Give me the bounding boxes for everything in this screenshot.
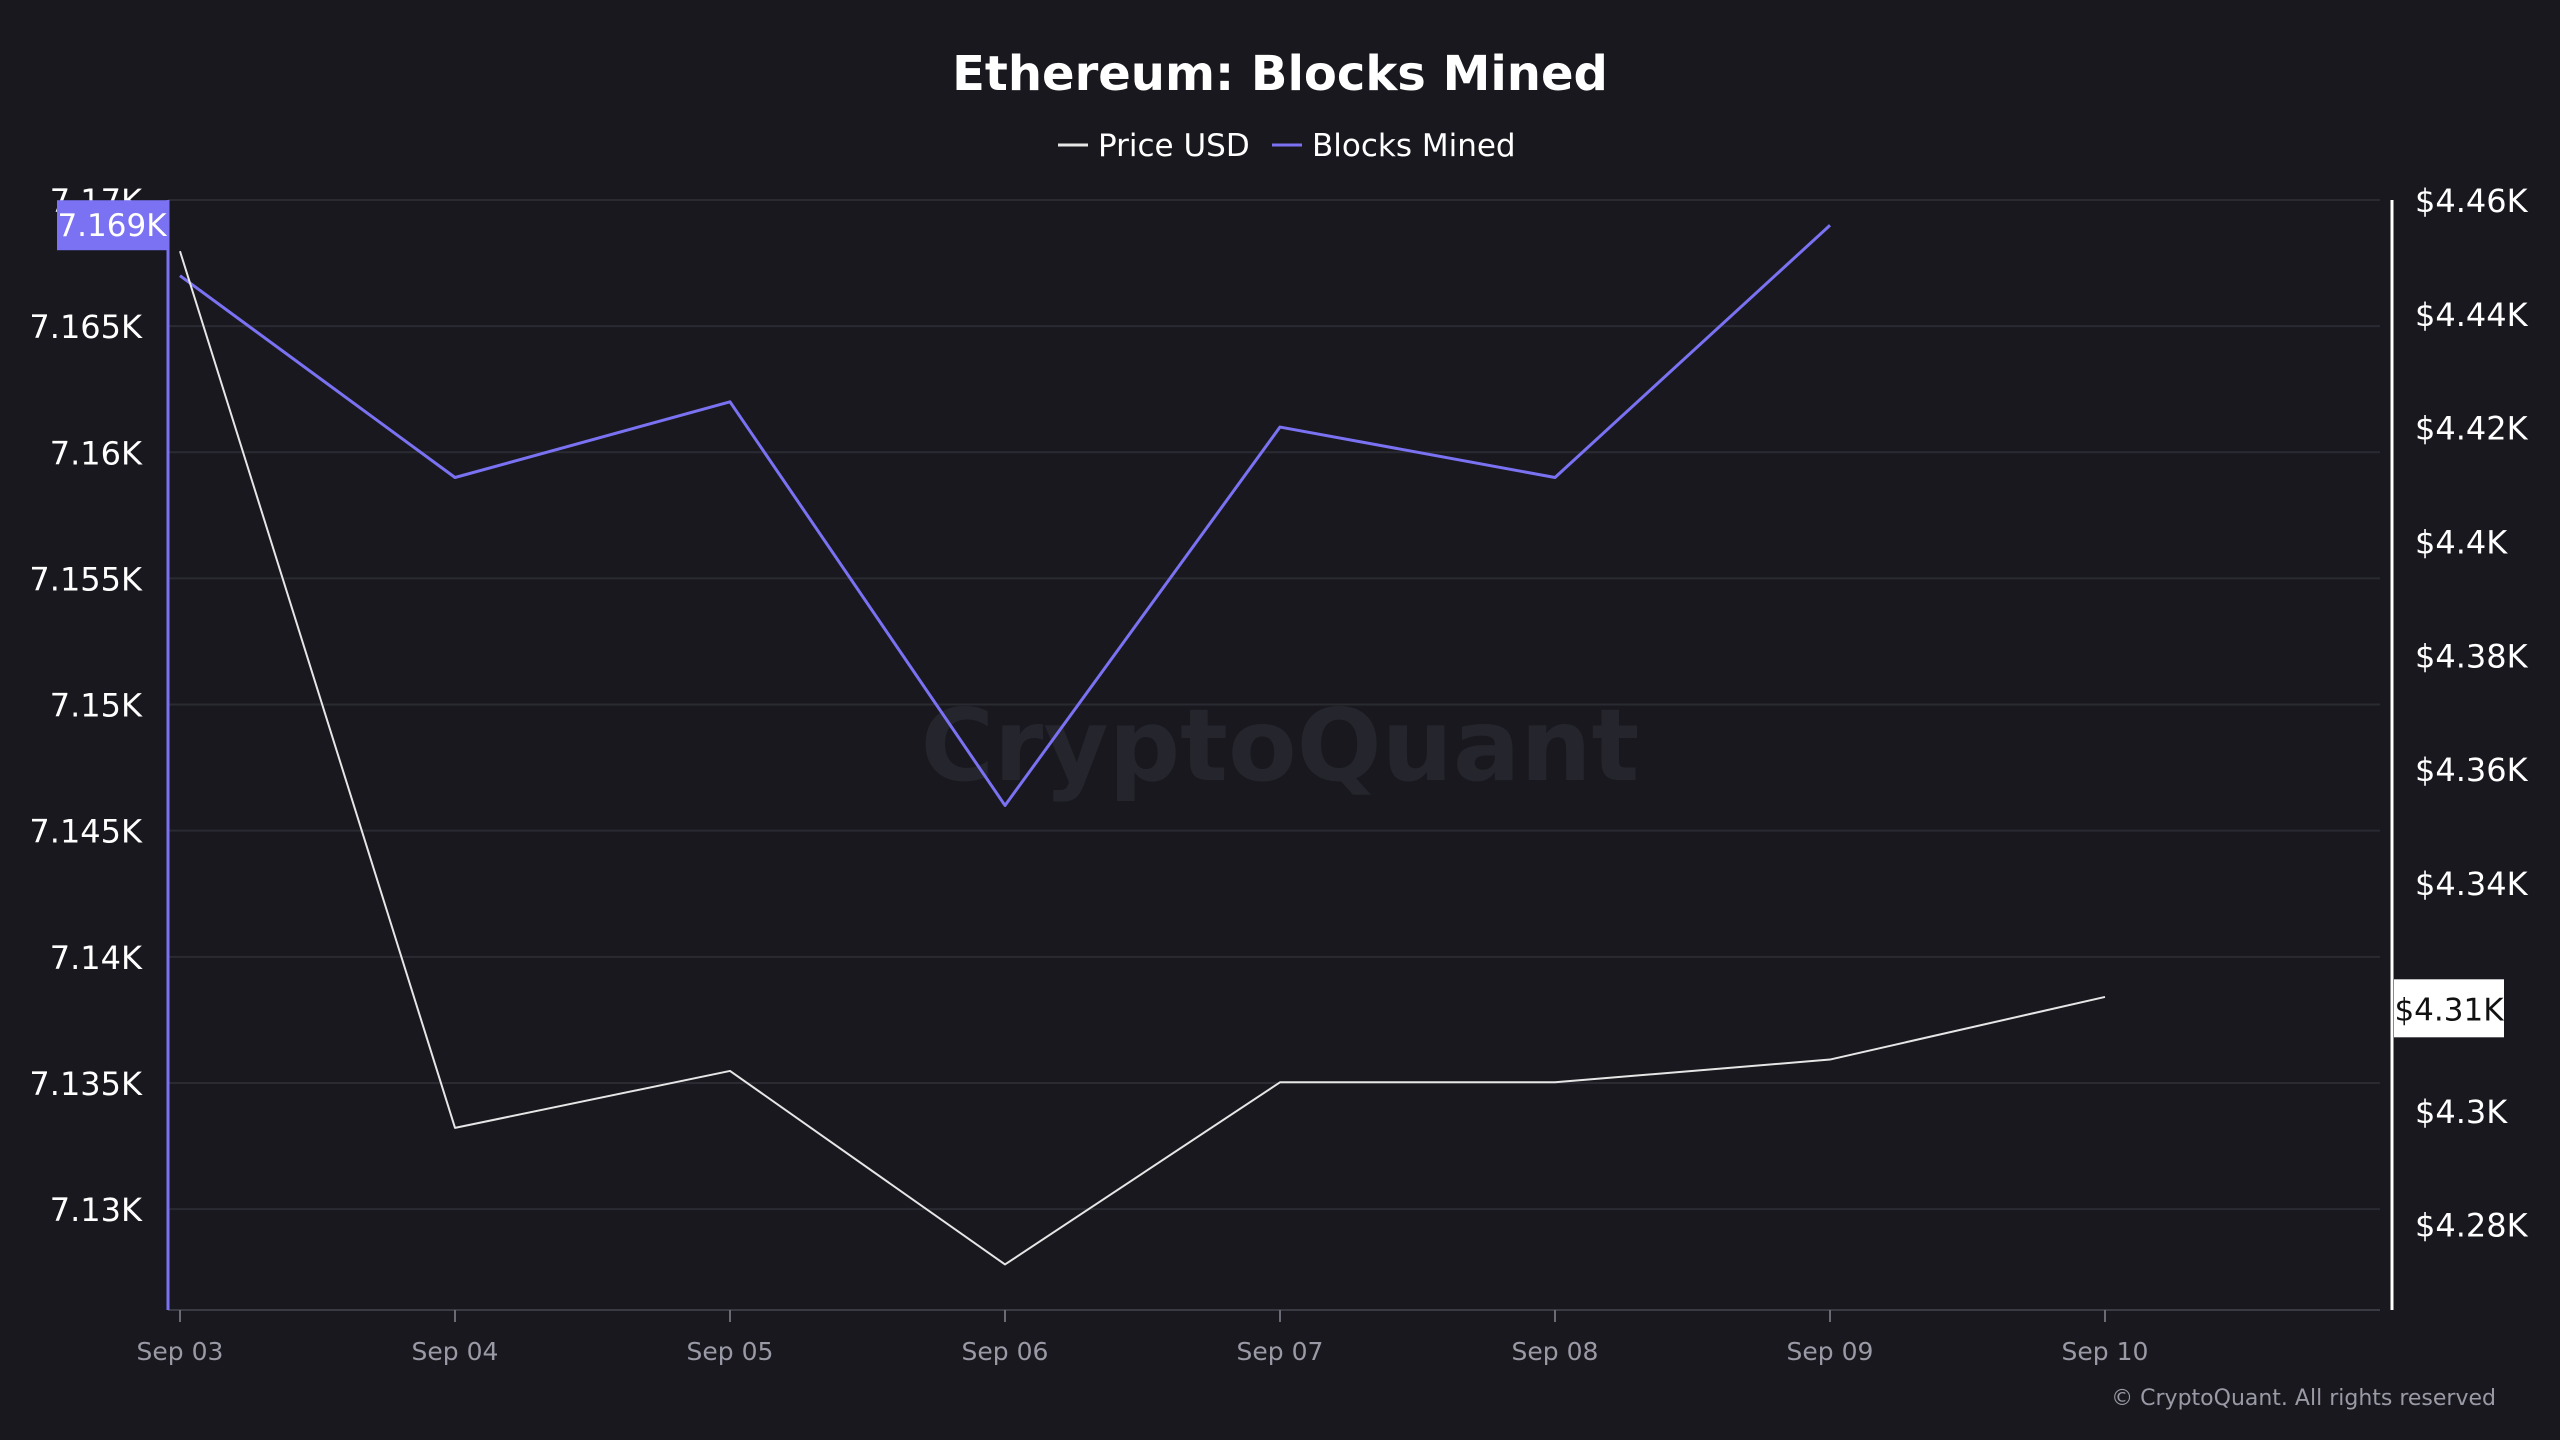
x-tick-label-6: Sep 09 bbox=[1787, 1337, 1874, 1366]
left-tick-label-5: 7.155K bbox=[29, 560, 143, 598]
right-current-value-badge bbox=[2394, 979, 2504, 1038]
left-tick-label-7: 7.165K bbox=[29, 308, 143, 346]
left-tick-label-3: 7.145K bbox=[29, 813, 143, 851]
watermark: CryptoQuant bbox=[921, 687, 1640, 804]
right-current-value-label: $4.31K bbox=[2394, 992, 2504, 1028]
chart-title: Ethereum: Blocks Mined bbox=[952, 46, 1608, 102]
left-current-value-badge bbox=[57, 200, 168, 251]
x-tick-label-2: Sep 05 bbox=[687, 1337, 774, 1366]
series-line-price-usd bbox=[179, 250, 2106, 1266]
x-tick-label-4: Sep 07 bbox=[1237, 1337, 1324, 1366]
right-tick-label-5: $4.38K bbox=[2415, 637, 2529, 675]
legend-label-1: Blocks Mined bbox=[1312, 128, 1516, 164]
right-tick-label-7: $4.42K bbox=[2415, 410, 2529, 448]
x-tick-label-3: Sep 06 bbox=[962, 1337, 1049, 1366]
right-tick-label-1: $4.3K bbox=[2415, 1093, 2508, 1131]
x-tick-label-7: Sep 10 bbox=[2062, 1337, 2149, 1366]
copyright-text: © CryptoQuant. All rights reserved bbox=[2111, 1386, 2496, 1411]
right-tick-label-6: $4.4K bbox=[2415, 524, 2508, 562]
x-tick-label-0: Sep 03 bbox=[137, 1337, 224, 1366]
left-current-value-label: 7.169K bbox=[57, 208, 167, 244]
left-tick-label-4: 7.15K bbox=[50, 687, 143, 725]
left-tick-label-0: 7.13K bbox=[50, 1191, 143, 1229]
left-tick-label-2: 7.14K bbox=[50, 939, 143, 977]
left-tick-label-1: 7.135K bbox=[29, 1065, 143, 1103]
legend-label-0: Price USD bbox=[1098, 128, 1250, 164]
right-tick-label-0: $4.28K bbox=[2415, 1207, 2529, 1245]
right-tick-label-8: $4.44K bbox=[2415, 296, 2529, 334]
left-tick-label-6: 7.16K bbox=[50, 434, 143, 472]
right-tick-label-9: $4.46K bbox=[2415, 182, 2529, 220]
right-tick-label-4: $4.36K bbox=[2415, 751, 2529, 789]
right-tick-label-3: $4.34K bbox=[2415, 865, 2529, 903]
series-line-blocks-mined bbox=[179, 224, 1832, 807]
x-tick-label-1: Sep 04 bbox=[412, 1337, 499, 1366]
x-tick-label-5: Sep 08 bbox=[1512, 1337, 1599, 1366]
